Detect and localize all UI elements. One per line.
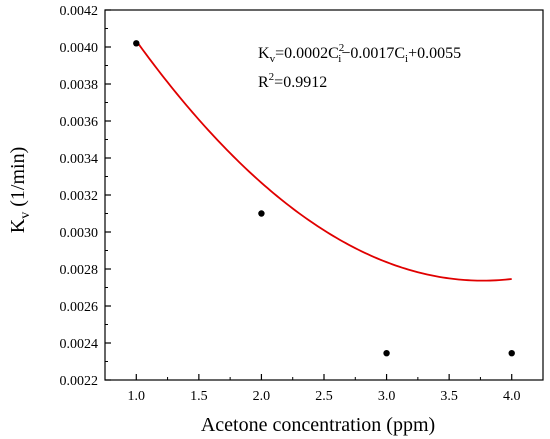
x-tick-label: 2.5 <box>315 389 333 404</box>
y-title-k: K <box>7 218 29 233</box>
eq-k: K <box>258 45 270 62</box>
eq-const: +0.0055 <box>408 45 461 62</box>
x-tick-label: 1.0 <box>128 389 146 404</box>
eq-sq-sup: 2 <box>339 42 345 54</box>
y-tick-label: 0.0030 <box>60 226 99 241</box>
y-tick-label: 0.0026 <box>60 300 99 315</box>
eq-ci-sub-1: i <box>338 53 341 65</box>
y-tick-label: 0.0024 <box>60 337 99 352</box>
data-point <box>383 349 390 357</box>
eq-coef2: =0.0002C <box>275 45 339 62</box>
data-point <box>508 349 515 357</box>
fit-curve <box>135 40 512 282</box>
x-tick-label: 4.0 <box>503 389 521 404</box>
data-point <box>258 210 265 217</box>
data-points <box>133 40 515 357</box>
r2-sup: 2 <box>269 71 275 83</box>
y-tick-label: 0.0036 <box>60 115 99 130</box>
x-tick-label: 2.0 <box>253 389 271 404</box>
y-tick-label: 0.0042 <box>60 4 99 19</box>
r2-r: R <box>258 74 269 91</box>
y-tick-label: 0.0032 <box>60 189 99 204</box>
y-title-sub: v <box>18 212 33 219</box>
eq-coef1: −0.0017C <box>341 45 405 62</box>
y-tick-label: 0.0038 <box>60 78 99 93</box>
y-tick-label: 0.0022 <box>60 374 99 389</box>
eq-ci-sub-2: i <box>405 53 408 65</box>
y-tick-label: 0.0040 <box>60 41 99 56</box>
x-axis-title: Acetone concentration (ppm) <box>201 414 435 436</box>
y-tick-label: 0.0028 <box>60 263 99 278</box>
r2-value: =0.9912 <box>274 74 327 91</box>
y-tick-label: 0.0034 <box>60 152 99 167</box>
r-squared: R2=0.9912 <box>258 71 327 91</box>
x-tick-label: 3.0 <box>378 389 396 404</box>
x-tick-label: 3.5 <box>440 389 458 404</box>
eq-k-sub: v <box>270 53 276 65</box>
plot-frame <box>104 9 544 381</box>
y-axis-title: Kv (1/min) <box>7 147 33 233</box>
x-tick-label: 1.5 <box>190 389 208 404</box>
fit-equation: Kv=0.0002C2 i−0.0017Ci+0.0055 <box>258 42 461 65</box>
y-axis-ticks: 0.0022 0.0024 0.0026 0.0028 0.0030 0.0032 0.00… <box>60 4 111 389</box>
x-axis-ticks: 1.0 1.5 2.0 2.5 3.0 3.5 4.0 <box>128 374 521 404</box>
data-point <box>133 40 140 47</box>
y-title-unit: (1/min) <box>7 147 29 212</box>
